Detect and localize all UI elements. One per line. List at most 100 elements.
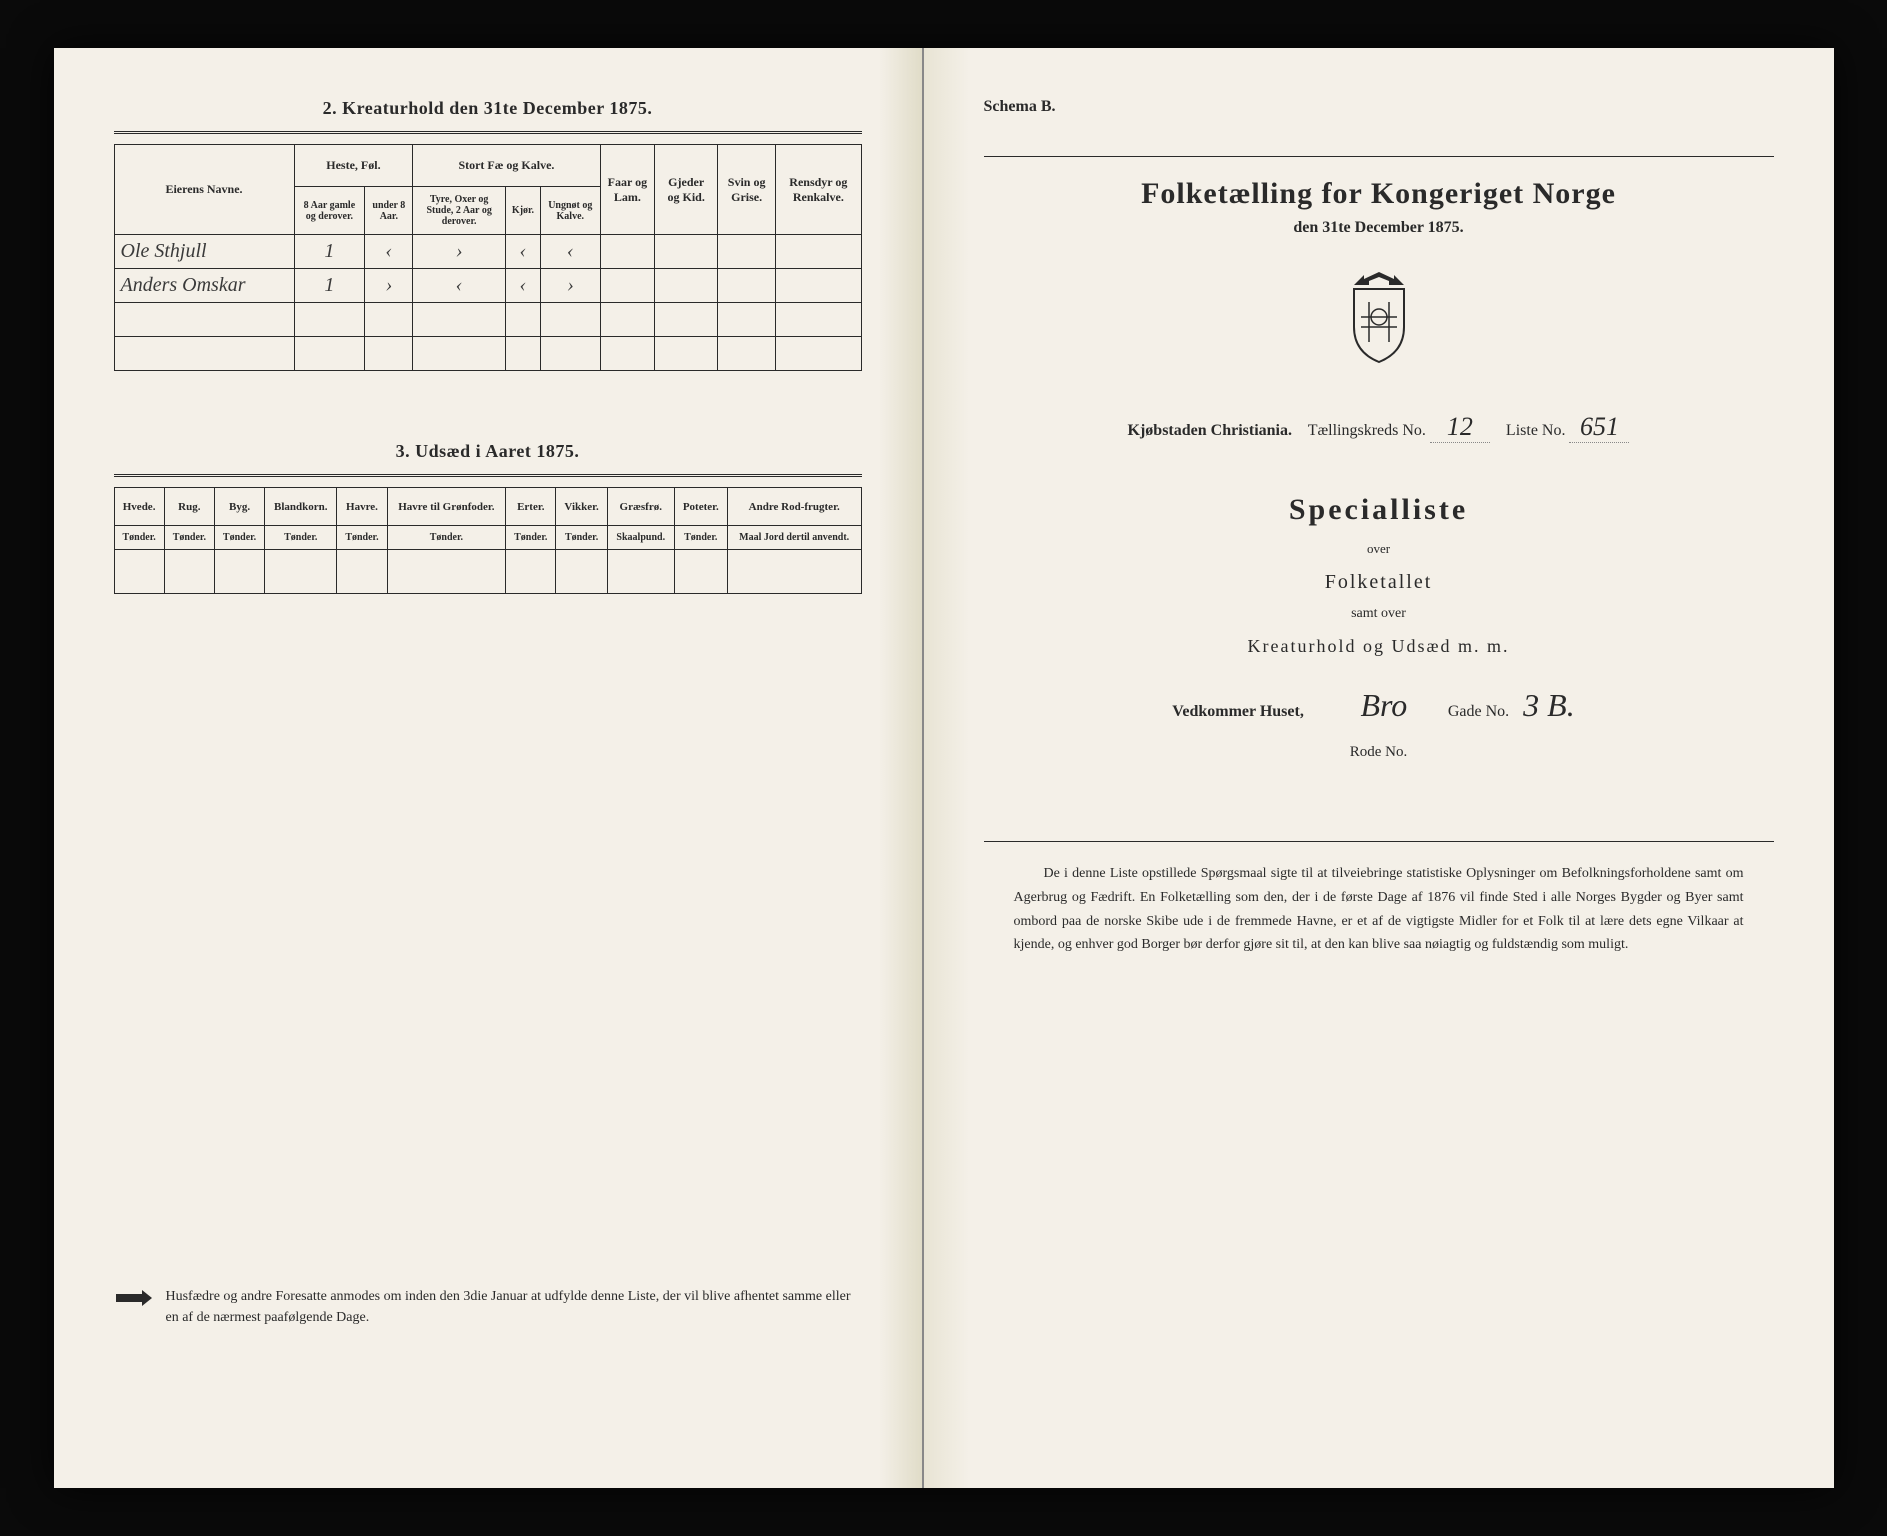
vedkommer-label: Vedkommer Huset, (1172, 703, 1304, 720)
table-row (114, 337, 861, 371)
kreatur-label: Kreaturhold og Udsæd m. m. (984, 636, 1774, 657)
value-cell: 1 (294, 235, 365, 269)
book-spread: 2. Kreaturhold den 31te December 1875. E… (54, 48, 1834, 1488)
value-cell (337, 550, 387, 594)
value-cell (365, 337, 413, 371)
gade-number: 3 B. (1513, 687, 1585, 724)
divider (984, 841, 1774, 842)
col-unit: Skaalpund. (607, 526, 674, 550)
value-cell (776, 337, 861, 371)
col-header: Rug. (164, 488, 214, 526)
value-cell (505, 337, 540, 371)
col-header: Andre Rod-frugter. (727, 488, 861, 526)
value-cell: 1 (294, 269, 365, 303)
value-cell (776, 235, 861, 269)
owner-cell: Ole Sthjull (114, 235, 294, 269)
col-heste-a: 8 Aar gamle og derover. (294, 187, 365, 235)
value-cell (541, 337, 600, 371)
value-cell (164, 550, 214, 594)
value-cell (556, 550, 607, 594)
value-cell: ‹ (413, 269, 506, 303)
col-heste-group: Heste, Føl. (294, 145, 413, 187)
table-row (114, 303, 861, 337)
footer-note: Husfædre og andre Foresatte anmodes om i… (114, 1286, 862, 1328)
liste-number: 651 (1569, 412, 1629, 443)
value-cell (718, 337, 776, 371)
col-header: Vikker. (556, 488, 607, 526)
col-stort-b: Kjør. (505, 187, 540, 235)
value-cell (294, 303, 365, 337)
meta-line: Kjøbstaden Christiania. Tællingskreds No… (984, 412, 1774, 443)
col-header: Poteter. (674, 488, 727, 526)
value-cell (655, 235, 718, 269)
value-cell (655, 303, 718, 337)
col-unit: Tønder. (265, 526, 337, 550)
pointing-hand-icon (114, 1286, 154, 1310)
left-page: 2. Kreaturhold den 31te December 1875. E… (54, 48, 924, 1488)
col-svin: Svin og Grise. (718, 145, 776, 235)
col-header: Erter. (506, 488, 556, 526)
kreds-label: Tællingskreds No. (1308, 422, 1426, 439)
divider (984, 156, 1774, 157)
col-unit: Tønder. (387, 526, 506, 550)
value-cell (365, 303, 413, 337)
kreds-number: 12 (1430, 412, 1490, 443)
value-cell (600, 269, 655, 303)
over-label: over (984, 541, 1774, 557)
table-row: Ole Sthjull1‹›‹‹ (114, 235, 861, 269)
value-cell (214, 550, 264, 594)
value-cell: ‹ (541, 235, 600, 269)
seed-table: Hvede.Rug.Byg.Blandkorn.Havre.Havre til … (114, 487, 862, 594)
col-owner: Eierens Navne. (114, 145, 294, 235)
value-cell (506, 550, 556, 594)
col-unit: Tønder. (114, 526, 164, 550)
divider (114, 474, 862, 477)
samt-over-label: samt over (984, 606, 1774, 622)
value-cell (655, 269, 718, 303)
value-cell (776, 269, 861, 303)
divider (114, 131, 862, 134)
col-header: Havre. (337, 488, 387, 526)
col-header: Græsfrø. (607, 488, 674, 526)
value-cell (718, 269, 776, 303)
col-header: Havre til Grønfoder. (387, 488, 506, 526)
col-unit: Tønder. (506, 526, 556, 550)
specialliste-title: Specialliste (984, 493, 1774, 527)
value-cell (607, 550, 674, 594)
col-header: Byg. (214, 488, 264, 526)
value-cell (541, 303, 600, 337)
rode-label: Rode No. (984, 744, 1774, 761)
liste-label: Liste No. (1506, 422, 1566, 439)
gade-label: Gade No. (1448, 703, 1509, 720)
house-line: Vedkommer Huset, Bro Gade No. 3 B. (984, 687, 1774, 724)
value-cell: › (365, 269, 413, 303)
section2-title: 2. Kreaturhold den 31te December 1875. (114, 98, 862, 119)
owner-cell: Anders Omskar (114, 269, 294, 303)
value-cell (294, 337, 365, 371)
col-stort-a: Tyre, Oxer og Stude, 2 Aar og derover. (413, 187, 506, 235)
value-cell: ‹ (505, 235, 540, 269)
norway-crest-icon (984, 267, 1774, 372)
value-cell (413, 303, 506, 337)
col-unit: Tønder. (337, 526, 387, 550)
value-cell (413, 337, 506, 371)
value-cell (265, 550, 337, 594)
value-cell: ‹ (505, 269, 540, 303)
value-cell (387, 550, 506, 594)
col-faar: Faar og Lam. (600, 145, 655, 235)
col-unit: Tønder. (674, 526, 727, 550)
value-cell (505, 303, 540, 337)
footer-text: Husfædre og andre Foresatte anmodes om i… (166, 1286, 862, 1328)
value-cell: ‹ (365, 235, 413, 269)
col-stort-group: Stort Fæ og Kalve. (413, 145, 600, 187)
col-heste-b: under 8 Aar. (365, 187, 413, 235)
col-header: Hvede. (114, 488, 164, 526)
section3-title: 3. Udsæd i Aaret 1875. (114, 441, 862, 462)
value-cell (600, 235, 655, 269)
right-page: Schema B. Folketælling for Kongeriget No… (924, 48, 1834, 1488)
table-row: Anders Omskar1›‹‹› (114, 269, 861, 303)
main-title: Folketælling for Kongeriget Norge (984, 177, 1774, 211)
value-cell: › (413, 235, 506, 269)
value-cell (776, 303, 861, 337)
col-unit: Tønder. (164, 526, 214, 550)
